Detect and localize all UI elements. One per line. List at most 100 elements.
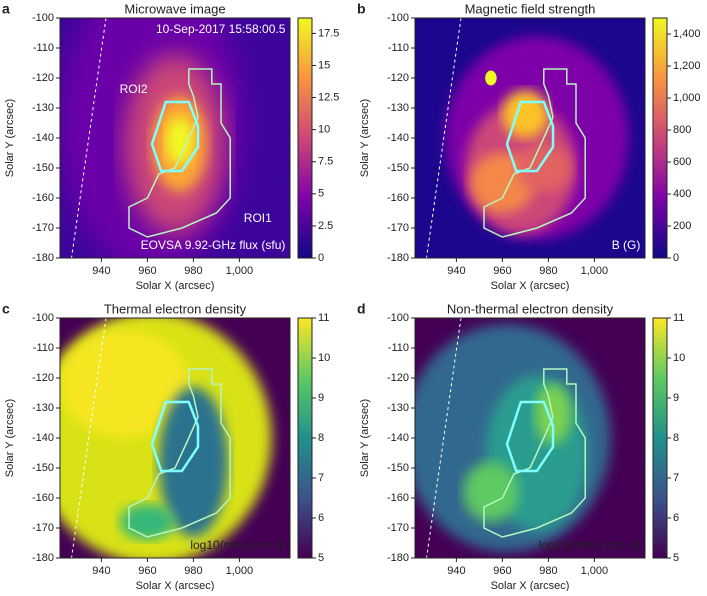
colorbar-tick-label: 10	[673, 352, 685, 364]
x-tick-label: 940	[447, 265, 465, 277]
y-tick-label: -130	[32, 102, 54, 114]
colorbar-tick-label: 1,200	[673, 60, 701, 72]
map-region	[165, 117, 194, 165]
x-axis-label: Solar X (arcsec)	[491, 280, 570, 292]
y-tick-label: -180	[32, 552, 54, 564]
y-tick-label: -150	[387, 462, 409, 474]
x-tick-label: 960	[493, 265, 511, 277]
map-region	[463, 462, 519, 522]
colorbar-tick-label: 17.5	[318, 27, 339, 39]
colorbar-tick-label: 11	[318, 312, 329, 324]
panel-title: Magnetic field strength	[465, 1, 596, 16]
colorbar	[652, 17, 668, 259]
colorbar-tick-label: 6	[318, 512, 324, 524]
colorbar-tick-label: 9	[673, 392, 679, 404]
y-tick-label: -100	[387, 12, 409, 24]
x-tick-label: 980	[184, 265, 202, 277]
annotation: 10-Sep-2017 15:58:00.5	[156, 22, 286, 36]
y-tick-label: -100	[387, 312, 409, 324]
x-tick-label: 1,000	[581, 265, 609, 277]
y-tick-label: -180	[32, 252, 54, 264]
x-tick-label: 940	[447, 565, 465, 577]
y-tick-label: -140	[387, 132, 409, 144]
panel-label: a	[2, 1, 10, 17]
roi2-contour	[505, 400, 555, 473]
y-tick-label: -180	[387, 252, 409, 264]
x-tick-label: 960	[138, 565, 156, 577]
y-tick-label: -140	[32, 132, 54, 144]
y-tick-label: -160	[32, 192, 54, 204]
x-axis-label: Solar X (arcsec)	[491, 580, 570, 591]
x-tick-label: 980	[184, 565, 202, 577]
annotation: ROI1	[244, 211, 272, 225]
panel: b Magnetic field strength Solar X (arcsec)…	[357, 1, 701, 292]
panel: c Thermal electron density Solar X (arcsec…	[2, 301, 330, 592]
y-tick-label: -150	[387, 162, 409, 174]
y-tick-label: -110	[388, 42, 409, 54]
y-tick-label: -130	[387, 102, 409, 114]
limb-line	[71, 18, 107, 258]
x-tick-label: 940	[92, 565, 110, 577]
colorbar-tick-label: 800	[673, 124, 691, 136]
y-tick-label: -150	[32, 162, 54, 174]
map-image	[415, 318, 645, 558]
map-image	[60, 18, 290, 258]
panel-title: Non-thermal electron density	[447, 301, 614, 316]
x-axis-label: Solar X (arcsec)	[136, 280, 215, 292]
colorbar	[297, 317, 313, 559]
map-region	[60, 330, 189, 438]
x-tick-label: 980	[539, 265, 557, 277]
panel: a Microwave image Solar X (arcsec) Solar Y …	[2, 1, 339, 292]
colorbar-tick-label: 11	[673, 312, 684, 324]
y-tick-label: -100	[32, 12, 54, 24]
colorbar-tick-label: 200	[673, 220, 691, 232]
x-tick-label: 980	[539, 565, 557, 577]
colorbar-tick-label: 0	[673, 252, 679, 264]
annotation: B (G)	[612, 238, 641, 252]
panel-label: b	[357, 1, 366, 17]
x-tick-label: 960	[138, 265, 156, 277]
map-image	[415, 18, 645, 258]
y-tick-label: -170	[32, 222, 54, 234]
y-tick-label: -120	[32, 372, 54, 384]
y-tick-label: -140	[32, 432, 54, 444]
y-axis-label: Solar Y (arcsec)	[359, 399, 371, 477]
colorbar-tick-label: 10	[318, 352, 330, 364]
y-tick-label: -170	[32, 522, 54, 534]
panel: d Non-thermal electron density Solar X (ar…	[357, 301, 685, 592]
colorbar-tick-label: 7	[318, 472, 324, 484]
x-tick-label: 1,000	[226, 565, 254, 577]
y-tick-label: -120	[387, 72, 409, 84]
y-tick-label: -100	[32, 312, 54, 324]
colorbar-tick-label: 600	[673, 156, 691, 168]
y-tick-label: -140	[387, 432, 409, 444]
y-tick-label: -110	[33, 42, 54, 54]
y-tick-label: -120	[32, 72, 54, 84]
map-image	[60, 318, 290, 558]
x-tick-label: 1,000	[581, 565, 609, 577]
colorbar-tick-label: 15	[318, 59, 330, 71]
y-axis-label: Solar Y (arcsec)	[359, 99, 371, 177]
colorbar-tick-label: 0	[318, 252, 324, 264]
colorbar-tick-label: 12.5	[318, 91, 339, 103]
panel-title: Microwave image	[124, 1, 225, 16]
colorbar	[297, 17, 313, 259]
panel-title: Thermal electron density	[104, 301, 247, 316]
colorbar-tick-label: 5	[673, 552, 679, 564]
panel-label: c	[2, 301, 10, 317]
map-region	[485, 70, 497, 86]
y-tick-label: -130	[32, 402, 54, 414]
limb-line	[71, 318, 107, 558]
y-tick-label: -160	[387, 192, 409, 204]
colorbar-tick-label: 1,000	[673, 92, 701, 104]
y-tick-label: -160	[387, 492, 409, 504]
y-tick-label: -110	[33, 342, 54, 354]
map-region	[119, 504, 175, 540]
y-tick-label: -170	[387, 522, 409, 534]
colorbar-tick-label: 9	[318, 392, 324, 404]
colorbar-tick-label: 400	[673, 188, 691, 200]
map-region	[502, 90, 549, 138]
x-axis-label: Solar X (arcsec)	[136, 580, 215, 591]
y-axis-label: Solar Y (arcsec)	[4, 399, 16, 477]
y-tick-label: -130	[387, 402, 409, 414]
